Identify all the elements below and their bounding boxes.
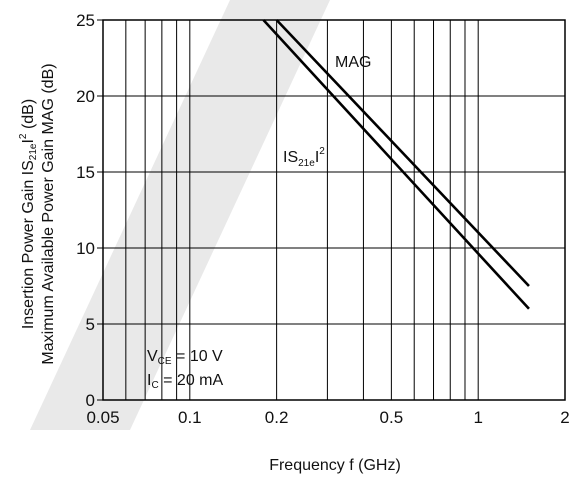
y-tick-label: 15 [76, 163, 95, 182]
ic-condition-label: IC = 20 mA [147, 372, 223, 391]
x-tick-label: 0.5 [380, 408, 404, 427]
vce-prefix: V [147, 348, 158, 365]
tick-layer: 0 5 10 15 20 25 0.05 0.1 0.2 0.5 1 2 [76, 11, 569, 427]
y1-main: Insertion Power Gain IS [20, 160, 37, 329]
y1-sup: 2 [18, 133, 29, 139]
series-line-is21ei2 [262, 19, 530, 310]
y-tick-label: 5 [86, 315, 95, 334]
x-tick-label: 2 [560, 408, 569, 427]
s21-label-sup: 2 [319, 146, 325, 157]
y1-tail: (dB) [20, 99, 37, 134]
y-axis-title-line2: Maximum Available Power Gain MAG (dB) [40, 63, 57, 364]
x-axis-title: Frequency f (GHz) [269, 457, 401, 474]
y-tick-label: 0 [86, 391, 95, 410]
series-layer [262, 19, 530, 310]
vce-rest: = 10 V [172, 348, 223, 365]
s21-label-main: IS [283, 149, 298, 166]
x-tick-label: 0.2 [265, 408, 289, 427]
vce-sub: CE [158, 356, 172, 367]
x-tick-label: 0.1 [178, 408, 202, 427]
x-tick-label: 1 [473, 408, 482, 427]
mag-series-label: MAG [335, 54, 371, 71]
ic-rest: = 20 mA [159, 372, 224, 389]
y-tick-label: 10 [76, 239, 95, 258]
series-line-mag [275, 19, 530, 287]
y1-mid: I [20, 139, 37, 143]
plot-frame [102, 19, 566, 401]
s21-series-label: IS21eI2 [283, 146, 325, 169]
y-tick-label: 20 [76, 87, 95, 106]
vce-condition-label: VCE = 10 V [147, 348, 223, 367]
y-axis-title-line1: Insertion Power Gain IS21eI2 (dB) [18, 99, 39, 329]
y-tick-label: 25 [76, 11, 95, 30]
s21-label-sub: 21e [298, 158, 315, 169]
ic-prefix: I [147, 372, 151, 389]
watermark-stripe [30, 0, 330, 430]
ic-sub: C [151, 380, 158, 391]
x-tick-label: 0.05 [86, 408, 119, 427]
s21-label-mid: I [315, 149, 319, 166]
y1-sub: 21e [28, 143, 39, 160]
